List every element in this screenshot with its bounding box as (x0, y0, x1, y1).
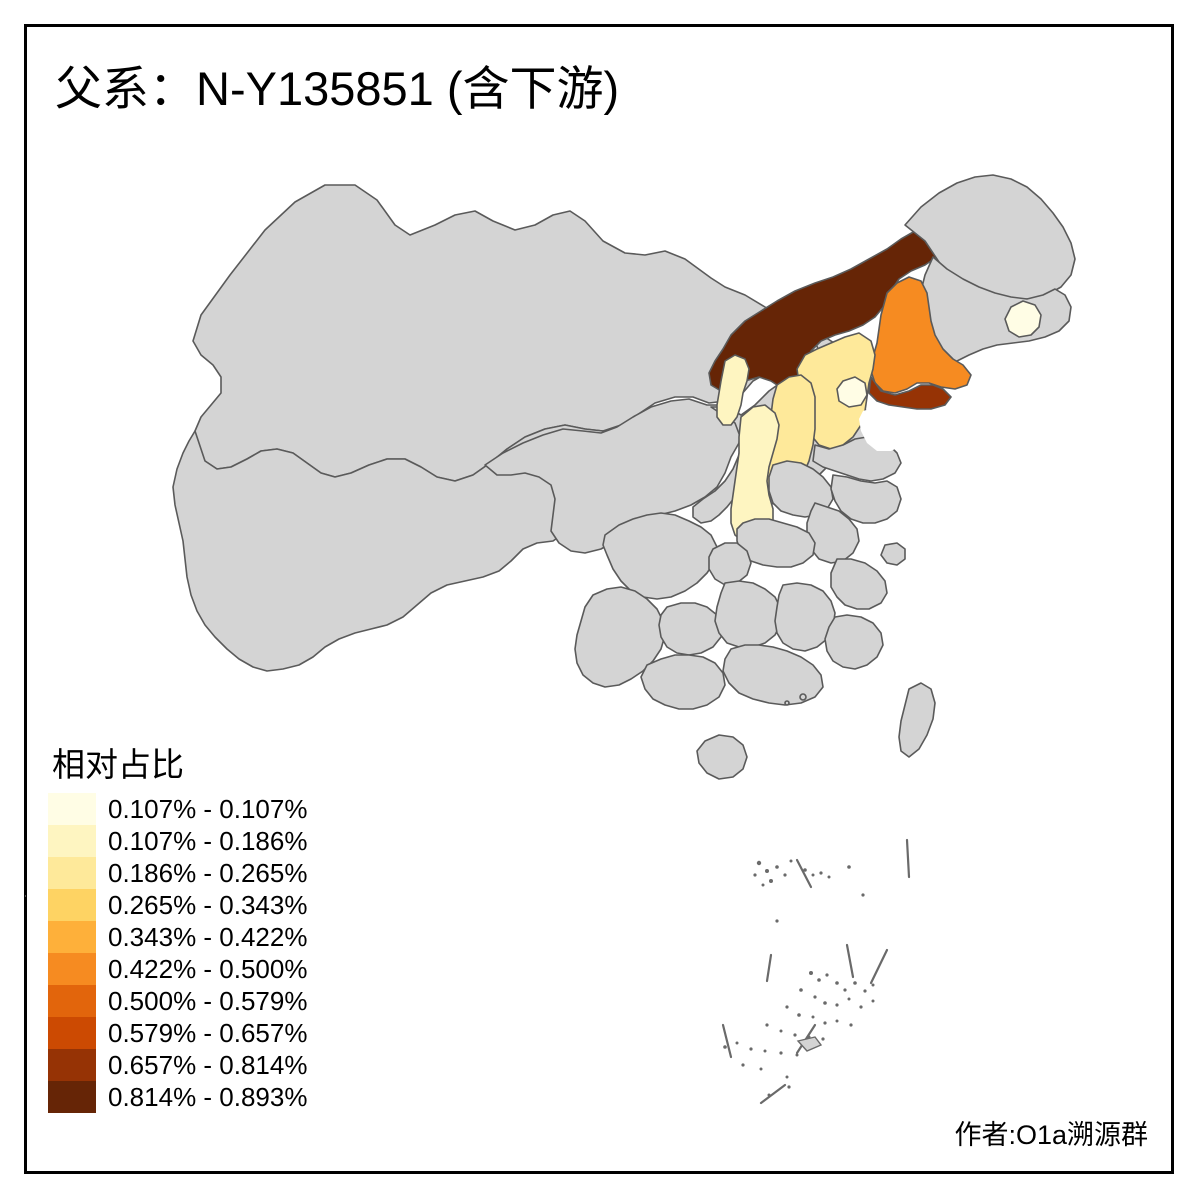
region-hongkong (799, 693, 807, 701)
legend-title: 相对占比 (52, 746, 184, 783)
province-guizhou (658, 602, 724, 656)
page-title: 父系：N-Y135851 (含下游) (55, 62, 620, 115)
legend-row[interactable]: 0.579% - 0.657% (48, 1016, 378, 1049)
legend-label: 0.657% - 0.814% (108, 1049, 308, 1080)
legend-row[interactable]: 0.107% - 0.107% (48, 792, 378, 825)
legend-label: 0.343% - 0.422% (108, 921, 308, 952)
legend-label: 0.579% - 0.657% (108, 1017, 308, 1048)
legend-label: 0.814% - 0.893% (108, 1081, 308, 1112)
legend-row[interactable]: 0.657% - 0.814% (48, 1048, 378, 1081)
south-china-sea-islets (25, 859, 875, 1097)
author-credit: 作者:O1a溯源群 (954, 1120, 1148, 1150)
china-choropleth-map (25, 174, 1076, 1105)
legend-label: 0.265% - 0.343% (108, 889, 308, 920)
province-chongqing (708, 542, 752, 586)
province-ningxia[interactable] (716, 354, 750, 426)
province-tibet (172, 424, 606, 672)
legend-label: 0.107% - 0.186% (108, 825, 308, 856)
municipality-shanghai (880, 542, 906, 566)
province-zhejiang (830, 558, 888, 610)
province-tianjin[interactable] (868, 376, 952, 410)
legend-swatch (48, 856, 96, 889)
legend-row[interactable]: 0.500% - 0.579% (48, 984, 378, 1017)
province-qinghai (484, 398, 742, 554)
province-guangxi (640, 654, 726, 710)
legend-label: 0.500% - 0.579% (108, 985, 308, 1016)
region-xinjiang-east[interactable] (1004, 300, 1042, 338)
legend-swatch (48, 984, 96, 1017)
province-jiangxi (774, 582, 836, 652)
province-sichuan (602, 512, 718, 600)
legend-swatch (48, 920, 96, 953)
legend-swatch (48, 888, 96, 921)
province-jiangsu (830, 474, 902, 524)
province-guangdong (722, 644, 824, 706)
legend-row[interactable]: 0.265% - 0.343% (48, 888, 378, 921)
south-china-sea-islands (721, 838, 911, 1105)
legend-row[interactable]: 0.186% - 0.265% (48, 856, 378, 889)
region-macau (784, 700, 790, 706)
province-hainan (696, 734, 748, 780)
legend-label: 0.107% - 0.107% (108, 793, 308, 824)
legend-swatch (48, 824, 96, 857)
legend-swatch (48, 952, 96, 985)
province-taiwan (898, 682, 936, 758)
legend-label: 0.422% - 0.500% (108, 953, 308, 984)
municipality-beijing[interactable] (836, 376, 868, 408)
legend: 相对占比 0.107% - 0.107% 0.107% - 0.186% 0.186… (48, 746, 378, 1113)
legend-label: 0.186% - 0.265% (108, 857, 308, 888)
legend-swatch (48, 792, 96, 825)
legend-row[interactable]: 0.343% - 0.422% (48, 920, 378, 953)
province-hunan (714, 580, 782, 648)
page-frame (24, 24, 1174, 1174)
legend-row[interactable]: 0.422% - 0.500% (48, 952, 378, 985)
bohai-sea (859, 407, 911, 451)
province-yunnan (574, 586, 666, 688)
legend-row[interactable]: 0.107% - 0.186% (48, 824, 378, 857)
province-fujian (824, 614, 884, 670)
legend-rows: 0.107% - 0.107% 0.107% - 0.186% 0.186% - 0… (48, 792, 378, 1113)
legend-swatch (48, 1080, 96, 1113)
legend-row[interactable]: 0.814% - 0.893% (48, 1080, 378, 1113)
legend-swatch (48, 1016, 96, 1049)
legend-swatch (48, 1048, 96, 1081)
